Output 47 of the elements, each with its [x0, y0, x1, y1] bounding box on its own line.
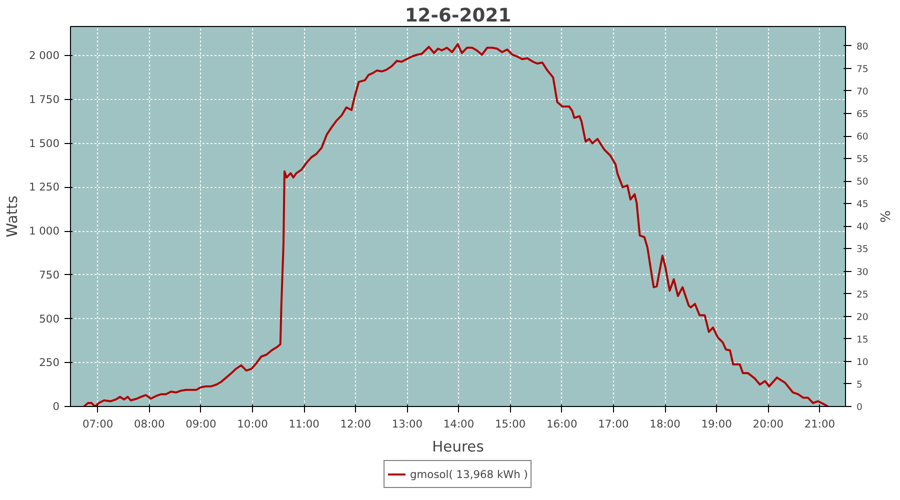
x-tick-label: 11:00	[288, 418, 320, 430]
x-tick-label: 12:00	[340, 418, 372, 430]
x-tick-label: 16:00	[546, 418, 578, 430]
y-tick-label: 2 000	[28, 49, 60, 62]
y-tick-label: 750	[39, 268, 60, 282]
y2-tick-label: 70	[856, 86, 868, 98]
y-tick-label: 500	[39, 312, 60, 326]
x-tick-label: 18:00	[650, 418, 681, 430]
x-axis-title: Heures	[432, 438, 484, 456]
x-tick-label: 07:00	[82, 418, 114, 430]
y2-tick-label: 60	[856, 132, 868, 143]
y-tick-label: 1 250	[28, 180, 60, 194]
y2-tick-label: 65	[856, 109, 868, 120]
y2-tick-label: 5	[856, 379, 862, 390]
y2-tick-label: 25	[856, 289, 868, 300]
y2-tick-label: 40	[856, 222, 868, 233]
y2-tick-label: 10	[856, 356, 868, 368]
y2-tick-label: 75	[856, 64, 868, 75]
y-axis-title: Watts	[4, 196, 21, 238]
x-tick-label: 17:00	[598, 418, 630, 430]
y2-tick-label: 15	[856, 334, 868, 346]
legend-label: gmosol( 13,968 kWh )	[410, 468, 528, 480]
y-tick-label: 1 750	[28, 92, 60, 106]
x-tick-label: 15:00	[494, 418, 526, 430]
y2-tick-label: 50	[856, 176, 868, 188]
x-tick-label: 13:00	[392, 418, 423, 430]
x-tick-label: 21:00	[804, 418, 836, 430]
y2-tick-label: 45	[856, 199, 868, 210]
y2-tick-label: 35	[856, 244, 868, 256]
line-series	[82, 43, 829, 406]
x-tick-label: 20:00	[752, 418, 784, 430]
y2-tick-label: 30	[856, 266, 868, 278]
y-tick-label: 0	[52, 400, 60, 413]
y2-axis-title: %	[876, 210, 892, 223]
y2-tick-label: 0	[856, 402, 862, 413]
y-tick-label: 1 000	[28, 224, 60, 238]
y2-tick-label: 20	[856, 312, 868, 323]
y-tick-label: 1 500	[28, 136, 60, 150]
x-tick-label: 19:00	[701, 418, 732, 430]
x-tick-label: 10:00	[237, 418, 268, 430]
y2-tick-label: 80	[856, 41, 868, 52]
y-tick-label: 250	[39, 356, 60, 370]
x-tick-label: 14:00	[443, 418, 474, 430]
x-tick-label: 09:00	[186, 418, 217, 430]
x-tick-label: 08:00	[134, 418, 165, 430]
chart-title: 12-6-2021	[404, 6, 512, 26]
y2-tick-label: 55	[856, 154, 868, 166]
